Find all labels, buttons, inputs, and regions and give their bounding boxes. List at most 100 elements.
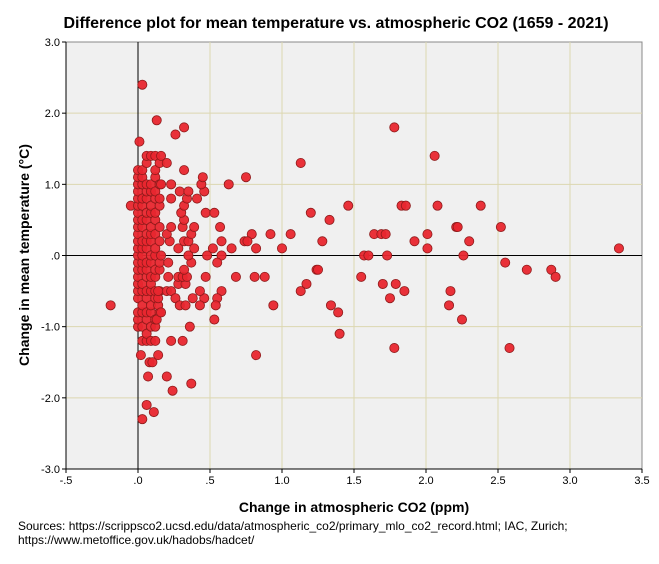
x-tick-label: 2.0 xyxy=(418,475,433,487)
y-tick-label: 2.0 xyxy=(45,108,60,120)
data-point xyxy=(429,150,440,161)
data-point xyxy=(148,407,159,418)
data-point xyxy=(325,300,336,311)
data-point xyxy=(202,250,213,261)
data-point xyxy=(156,307,167,318)
data-point xyxy=(189,243,200,254)
data-point xyxy=(180,300,191,311)
data-point xyxy=(317,236,328,247)
data-point xyxy=(240,172,251,183)
data-point xyxy=(444,300,455,311)
data-point xyxy=(285,229,296,240)
data-point xyxy=(249,271,260,282)
x-tick-label: -.5 xyxy=(60,475,73,487)
data-point xyxy=(179,264,190,275)
data-point xyxy=(382,250,393,261)
data-point xyxy=(209,314,220,325)
data-point xyxy=(377,278,388,289)
data-point xyxy=(183,250,194,261)
y-tick-label: -1.0 xyxy=(41,322,60,334)
data-point xyxy=(166,335,177,346)
data-point xyxy=(550,271,561,282)
data-point xyxy=(422,243,433,254)
data-point xyxy=(389,343,400,354)
data-point xyxy=(312,264,323,275)
y-axis-label: Change in mean temperature (°C) xyxy=(16,144,32,366)
data-point xyxy=(150,335,161,346)
x-axis-ticks: -.5 .0 .5 1.0 1.5 2.0 2.5 3.0 3.5 xyxy=(60,469,650,487)
data-point xyxy=(500,257,511,268)
data-point xyxy=(197,172,208,183)
data-point xyxy=(445,286,456,297)
x-tick-label: 3.5 xyxy=(634,475,649,487)
sources-line-1: Sources: https://scrippsco2.ucsd.edu/dat… xyxy=(18,519,568,533)
data-point xyxy=(251,350,262,361)
data-point xyxy=(163,257,174,268)
data-point xyxy=(179,165,190,176)
data-point xyxy=(399,286,410,297)
x-axis-label: Change in atmospheric CO2 (ppm) xyxy=(239,499,469,515)
data-point xyxy=(409,236,420,247)
data-point xyxy=(209,207,220,218)
x-tick-label: .0 xyxy=(133,475,142,487)
data-point xyxy=(452,222,463,233)
data-point xyxy=(179,122,190,133)
data-point xyxy=(174,186,185,197)
x-tick-label: 1.5 xyxy=(346,475,361,487)
data-point xyxy=(189,222,200,233)
data-point xyxy=(251,243,262,254)
data-point xyxy=(194,300,205,311)
data-point xyxy=(183,186,194,197)
y-tick-label: .0 xyxy=(51,251,60,263)
data-point xyxy=(295,286,306,297)
data-point xyxy=(187,293,198,304)
data-point xyxy=(147,357,158,368)
y-tick-label: -2.0 xyxy=(41,393,60,405)
data-point xyxy=(432,200,443,211)
data-point xyxy=(215,222,226,233)
data-point xyxy=(105,300,116,311)
data-point xyxy=(259,271,270,282)
data-point xyxy=(151,115,162,126)
data-point xyxy=(301,278,312,289)
data-point xyxy=(334,328,345,339)
data-point xyxy=(134,136,145,147)
data-point xyxy=(192,193,203,204)
data-point xyxy=(324,214,335,225)
data-point xyxy=(167,385,178,396)
data-point xyxy=(276,243,287,254)
data-point xyxy=(200,207,211,218)
data-point xyxy=(141,399,152,410)
data-point xyxy=(242,236,253,247)
data-point xyxy=(226,243,237,254)
y-tick-label: 3.0 xyxy=(45,37,60,49)
data-point xyxy=(613,243,624,254)
data-point xyxy=(456,314,467,325)
data-point xyxy=(363,250,374,261)
y-axis-ticks: 3.0 2.0 1.0 .0 -1.0 -2.0 -3.0 xyxy=(41,37,66,476)
chart-title: Difference plot for mean temperature vs.… xyxy=(63,15,608,32)
data-point xyxy=(143,371,154,382)
data-points xyxy=(105,79,624,425)
data-point xyxy=(390,278,401,289)
data-point xyxy=(216,236,227,247)
x-tick-label: .5 xyxy=(205,475,214,487)
x-tick-label: 1.0 xyxy=(274,475,289,487)
data-point xyxy=(135,350,146,361)
data-point xyxy=(230,271,241,282)
data-point xyxy=(380,229,391,240)
data-point xyxy=(268,300,279,311)
data-point xyxy=(170,129,181,140)
data-point xyxy=(475,200,486,211)
data-point xyxy=(305,207,316,218)
data-point xyxy=(137,414,148,425)
data-point xyxy=(186,378,197,389)
y-tick-label: -3.0 xyxy=(41,464,60,476)
data-point xyxy=(207,243,218,254)
x-tick-label: 2.5 xyxy=(490,475,505,487)
data-point xyxy=(400,200,411,211)
data-point xyxy=(173,243,184,254)
data-point xyxy=(153,350,164,361)
data-point xyxy=(166,193,177,204)
sources-line-2: https://www.metoffice.gov.uk/hadobs/hadc… xyxy=(18,533,255,547)
